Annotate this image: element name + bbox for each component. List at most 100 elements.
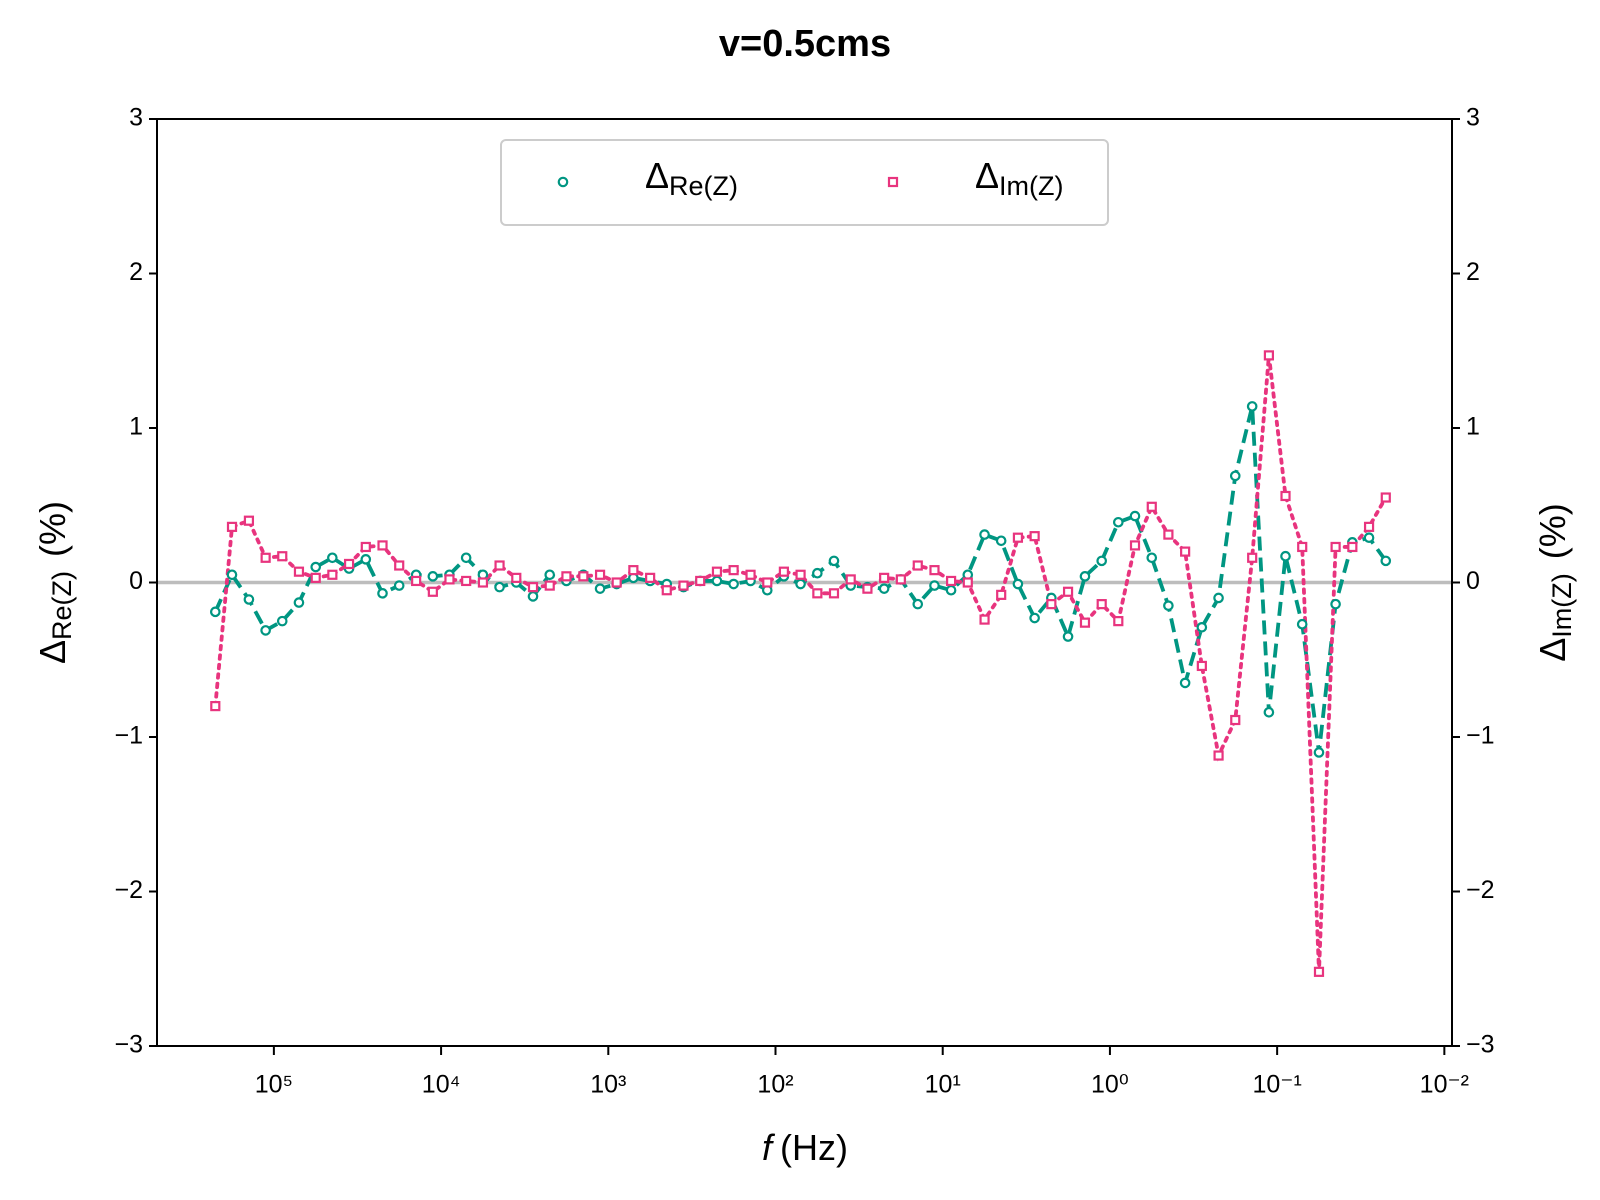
x-tick-label: 10² <box>757 1071 793 1099</box>
data-point <box>1129 540 1141 551</box>
data-point <box>1246 401 1258 412</box>
data-point <box>377 588 388 599</box>
y-axis-label: ΔRe(Z) (%) <box>32 501 78 664</box>
data-point <box>878 583 890 594</box>
data-point <box>427 571 439 582</box>
data-point <box>544 580 555 591</box>
data-point <box>1196 622 1208 633</box>
data-point <box>527 582 539 593</box>
data-point <box>979 614 990 625</box>
data-point <box>1062 586 1074 597</box>
y-tick-label: −1 <box>114 722 143 750</box>
data-point <box>327 569 338 580</box>
data-point <box>1046 599 1057 610</box>
x-label-symbol: f <box>762 1127 776 1168</box>
data-point <box>795 578 806 590</box>
data-point <box>1263 350 1275 361</box>
data-point <box>243 515 255 526</box>
y-tick-label: −3 <box>114 1031 143 1059</box>
legend-subscript: Im(Z) <box>999 171 1063 201</box>
data-point <box>427 586 438 597</box>
y-tick-label: 2 <box>129 258 143 286</box>
data-point <box>912 560 923 571</box>
data-point <box>210 606 221 618</box>
data-point <box>645 572 656 583</box>
data-point <box>494 581 505 593</box>
data-point <box>594 569 606 580</box>
data-point <box>1012 578 1024 590</box>
y-tick-label: 3 <box>129 104 143 132</box>
x-tick-label: 10⁻² <box>1420 1071 1469 1099</box>
data-point <box>929 565 940 576</box>
x-tick-label: 10⁵ <box>255 1071 293 1099</box>
data-point <box>460 552 472 564</box>
data-point <box>879 572 890 583</box>
data-point <box>343 558 355 570</box>
data-point <box>327 552 338 564</box>
data-point <box>962 577 973 588</box>
data-point <box>711 566 723 577</box>
legend-marker <box>557 176 569 188</box>
data-point <box>996 589 1007 600</box>
data-point <box>1230 714 1241 726</box>
legend-subscript: Re(Z) <box>669 171 738 201</box>
x-axis-label: f (Hz) <box>762 1127 848 1168</box>
data-point <box>845 574 856 585</box>
x-label-unit: (Hz) <box>780 1127 848 1168</box>
data-point <box>828 555 840 567</box>
data-point <box>1163 600 1174 611</box>
legend-box <box>500 139 1109 226</box>
data-point <box>210 700 221 712</box>
data-point <box>377 540 388 551</box>
data-point <box>1012 532 1024 543</box>
y2-tick-label: −2 <box>1466 876 1495 904</box>
chart-title: v=0.5cms <box>719 23 891 65</box>
data-point <box>1296 618 1308 630</box>
y2-axis-label-subscript: Im(Z) <box>1547 573 1577 637</box>
y-axis-label-unit: (%) <box>32 501 73 557</box>
data-point <box>360 541 371 553</box>
data-point <box>544 569 556 581</box>
legend-symbol: Δ <box>645 155 669 196</box>
data-point <box>1029 531 1040 542</box>
data-point <box>945 584 957 596</box>
data-point <box>1163 529 1174 540</box>
data-point <box>1330 598 1341 610</box>
data-point <box>393 580 405 591</box>
data-point <box>310 561 322 573</box>
data-point <box>494 560 505 571</box>
legend-label: ΔIm(Z) <box>975 155 1064 202</box>
data-point <box>812 588 823 599</box>
data-point <box>1280 490 1291 502</box>
y-tick-label: 1 <box>129 413 143 441</box>
data-point <box>461 575 472 587</box>
legend-symbol: Δ <box>975 155 999 196</box>
data-point <box>812 567 823 579</box>
data-point <box>1380 555 1392 567</box>
data-point <box>594 583 606 594</box>
data-point <box>778 566 789 577</box>
data-point <box>795 569 806 580</box>
data-point <box>945 575 957 587</box>
data-point <box>1213 750 1224 761</box>
data-point <box>762 577 773 588</box>
data-point <box>979 529 990 540</box>
data-point <box>511 572 522 583</box>
data-point <box>862 583 873 594</box>
data-point <box>1129 510 1141 522</box>
data-point <box>1213 592 1224 604</box>
data-point <box>1363 532 1375 543</box>
series-line <box>213 355 1388 972</box>
y2-axis-label-symbol: Δ <box>1532 638 1573 662</box>
data-point <box>728 565 739 576</box>
x-tick-label: 10¹ <box>925 1071 961 1099</box>
data-point <box>1113 516 1124 528</box>
data-point <box>1263 706 1275 718</box>
y2-axis-label-unit: (%) <box>1532 503 1573 559</box>
data-point <box>929 580 940 591</box>
y2-axis-label: ΔIm(Z) (%) <box>1532 503 1578 662</box>
data-point <box>260 552 271 563</box>
data-point <box>394 560 405 571</box>
y-axis-label-symbol: Δ <box>32 640 73 664</box>
